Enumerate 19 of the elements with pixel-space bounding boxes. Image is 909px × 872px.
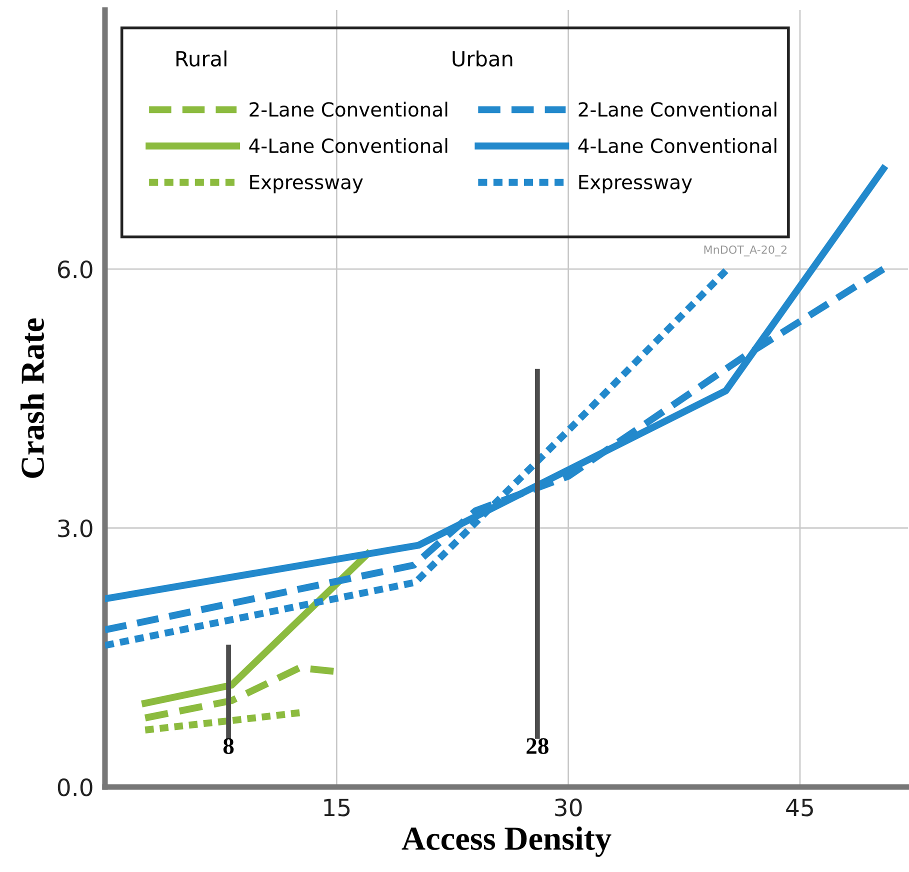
y-tick-label: 0.0 bbox=[58, 778, 92, 796]
legend-label: Expressway bbox=[250, 174, 363, 194]
x-tick-label: 45 bbox=[786, 798, 813, 816]
annotation: MnDOT_A-20_2 bbox=[704, 245, 787, 256]
legend-label: 2-Lane Conventional bbox=[578, 102, 776, 117]
legend-label: 4-Lane Conventional bbox=[578, 138, 776, 154]
ref-line-label: 8 bbox=[223, 738, 234, 754]
annotation: Rural bbox=[176, 50, 226, 67]
legend-label: Expressway bbox=[579, 174, 692, 194]
x-tick-label: 15 bbox=[324, 798, 350, 816]
x-tick-label: 30 bbox=[555, 798, 582, 816]
y-axis-title: Crash Rate bbox=[20, 318, 44, 478]
x-axis-title: Access Density bbox=[402, 826, 612, 857]
y-tick-label: 3.0 bbox=[58, 519, 92, 538]
annotation: Urban bbox=[452, 50, 512, 67]
legend-label: 2-Lane Conventional bbox=[250, 102, 448, 117]
ref-line-label: 28 bbox=[526, 738, 548, 754]
y-tick-label: 6.0 bbox=[58, 260, 92, 278]
legend-label: 4-Lane Conventional bbox=[249, 138, 448, 154]
